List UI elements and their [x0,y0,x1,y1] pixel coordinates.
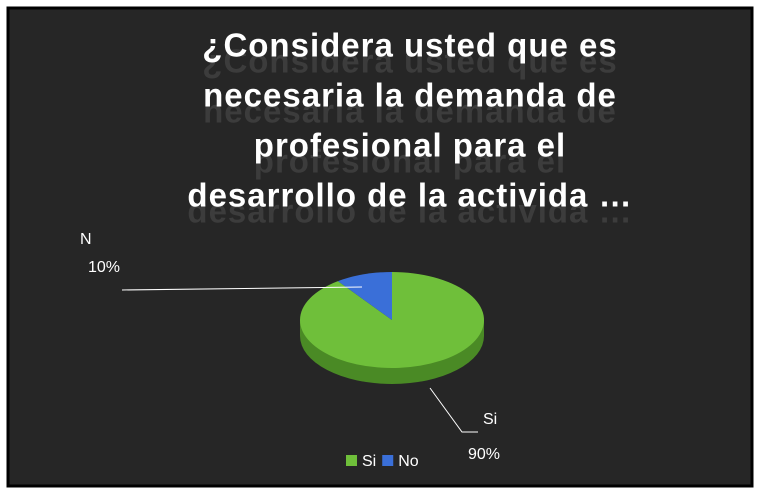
data-label: 90% [468,446,500,463]
pie-slice [337,272,392,320]
title-shadow: desarrollo de la activida … [187,193,632,230]
data-label: 10% [88,259,120,276]
chart-title: necesaria la demanda de [203,77,617,114]
chart-title: desarrollo de la activida … [187,177,632,214]
title-shadow: profesional para el [254,143,566,180]
legend-label: Si [362,453,376,470]
data-label-name: Si [483,411,497,428]
title-shadow: ¿Considera usted que es [202,43,617,80]
leader-line [121,286,363,291]
legend-swatch [382,455,394,466]
title-shadow: necesaria la demanda de [203,93,617,130]
chart-title: profesional para el [254,127,566,164]
legend-label: No [398,453,419,470]
data-label-name: N [80,231,92,248]
leader-line [429,387,478,433]
chart-background [6,6,754,488]
legend-swatch [346,455,357,466]
chart-title: ¿Considera usted que es [202,27,617,64]
